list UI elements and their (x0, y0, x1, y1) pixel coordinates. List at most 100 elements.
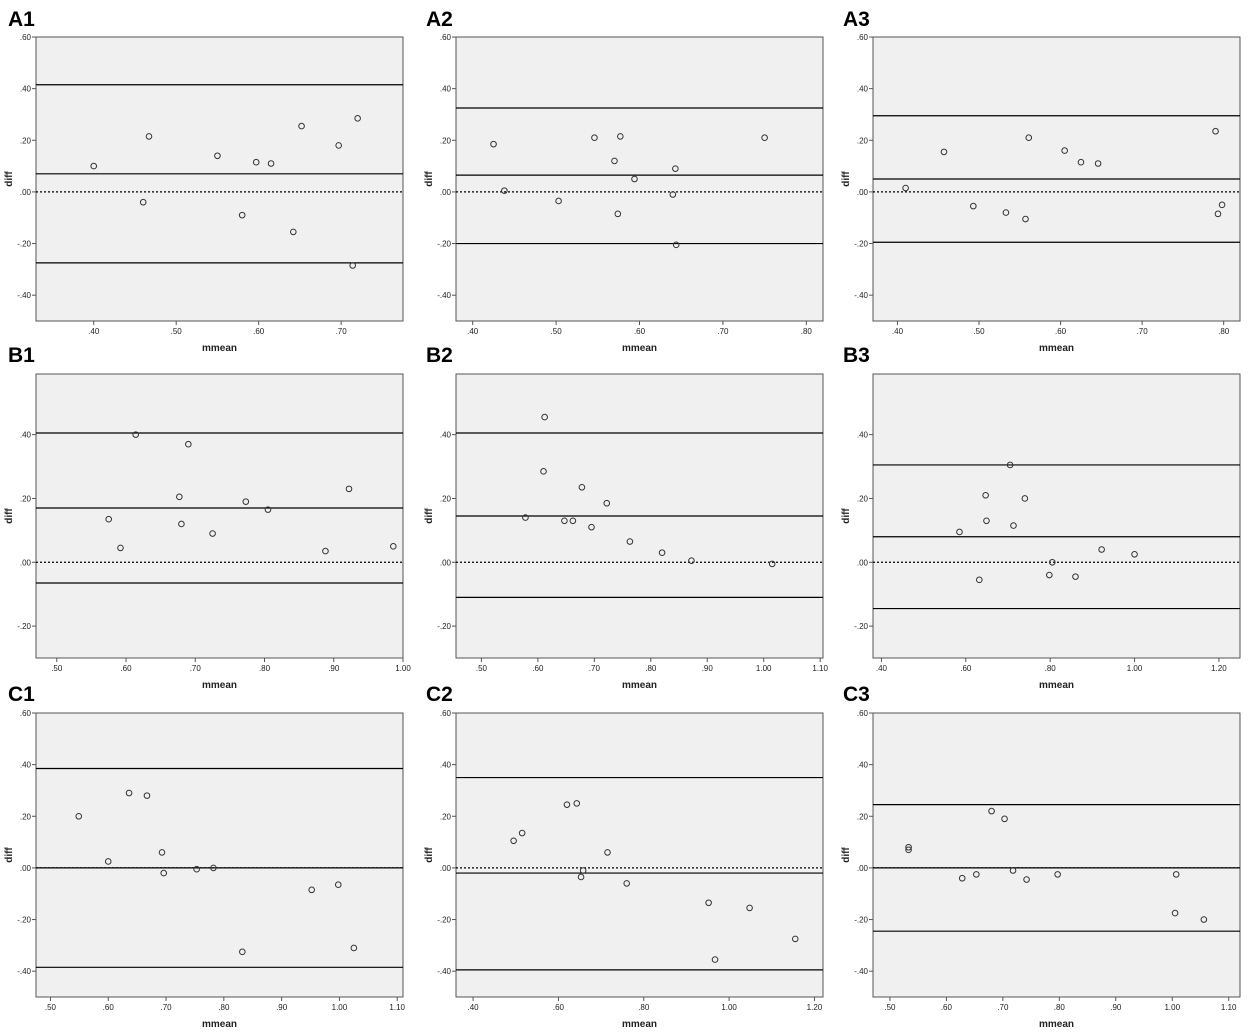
data-point (988, 807, 995, 815)
y-tick-label: -.40 (437, 967, 451, 976)
x-tick-label: 1.00 (395, 664, 411, 673)
data-point (390, 543, 397, 550)
y-tick-label: .40 (20, 85, 32, 94)
panel-label: A1 (8, 8, 35, 31)
x-tick-label: .50 (45, 1003, 57, 1012)
data-point (90, 162, 98, 170)
data-point (711, 956, 719, 963)
x-tick-label: .80 (645, 664, 657, 673)
data-point (573, 800, 581, 807)
x-tick-label: .40 (876, 664, 888, 673)
data-point (905, 843, 912, 851)
y-axis-title: diff (424, 171, 435, 187)
x-tick-label: .50 (476, 664, 488, 673)
x-tick-label: .50 (51, 664, 63, 673)
y-axis-title: diff (4, 847, 15, 863)
data-point (1072, 573, 1079, 580)
data-point (658, 549, 666, 556)
data-point (746, 904, 753, 912)
data-point (578, 483, 586, 491)
panel-c2: C2 -.40 -.20 .00 .20 .40 .60 .40 .60 .80 1.00 1.20 m… (424, 683, 824, 1030)
data-point (604, 849, 611, 856)
x-tick-label: .70 (717, 327, 729, 336)
data-point (1098, 546, 1105, 553)
data-point (334, 881, 342, 888)
data-point (669, 191, 677, 198)
y-axis-title: diff (424, 847, 435, 863)
data-point (561, 517, 568, 525)
data-point (290, 228, 297, 236)
y-tick-label: -.40 (854, 967, 868, 976)
data-point (143, 792, 151, 799)
x-tick-label: .80 (1054, 1003, 1066, 1012)
y-tick-label: -.20 (437, 622, 451, 631)
x-tick-label: .80 (259, 664, 271, 673)
data-point (688, 557, 695, 564)
y-tick-label: -.20 (437, 240, 451, 249)
x-axis-title: mmean (1039, 680, 1074, 691)
data-point (105, 515, 113, 523)
y-tick-label: .00 (20, 864, 32, 873)
x-tick-label: .70 (997, 1003, 1009, 1012)
y-tick-label: .40 (857, 431, 869, 440)
data-point (540, 468, 547, 475)
data-point (214, 152, 221, 160)
y-tick-label: .40 (857, 85, 869, 94)
data-point (672, 165, 679, 172)
y-tick-label: -.20 (854, 240, 868, 249)
y-tick-label: -.40 (17, 967, 31, 976)
panel-label: B2 (426, 344, 453, 367)
x-tick-label: .40 (892, 327, 904, 336)
data-point (768, 560, 776, 568)
data-point (970, 202, 977, 210)
x-tick-label: 1.00 (721, 1003, 737, 1012)
panel-b3: B3 -.20 .00 .20 .40 .40 .60 .80 1.00 1.20 mmean dif… (841, 344, 1241, 691)
data-point (158, 849, 166, 856)
plot-area (35, 36, 404, 322)
y-tick-label: .60 (440, 709, 452, 718)
data-point (510, 837, 517, 845)
data-point (238, 211, 246, 219)
panel-c1: C1 -.40 -.20 .00 .20 .40 .60 .50 .60 .70 .80 .90 1.0… (4, 683, 406, 1030)
panel-a2: A2 -.40 -.20 .00 .20 .40 .60 .40 .50 .60 .70 .80 mme… (424, 8, 824, 354)
data-point (1200, 916, 1208, 923)
plot-area (872, 712, 1241, 998)
x-axis-title: mmean (622, 343, 657, 354)
x-tick-label: .40 (468, 1003, 480, 1012)
data-point (1002, 209, 1010, 216)
y-tick-label: .00 (857, 188, 869, 197)
data-point (791, 935, 799, 943)
x-tick-label: .60 (553, 1003, 565, 1012)
x-tick-label: 1.00 (1127, 664, 1143, 673)
y-tick-label: .20 (857, 136, 869, 145)
data-point (193, 865, 200, 873)
data-point (905, 846, 912, 854)
x-tick-label: 1.20 (807, 1003, 823, 1012)
data-point (958, 874, 966, 882)
y-tick-label: .40 (440, 431, 452, 440)
x-tick-label: .60 (120, 664, 132, 673)
data-point (308, 886, 315, 894)
panel-a1: A1 -.40 -.20 .00 .20 .40 .60 .40 .50 .60 .70 mmean d… (4, 8, 404, 354)
plot-area (35, 373, 404, 659)
x-tick-label: .60 (103, 1003, 115, 1012)
data-point (104, 858, 112, 865)
y-axis-title: diff (841, 171, 852, 187)
y-tick-label: .20 (20, 494, 32, 503)
data-point (518, 829, 526, 837)
x-tick-label: .40 (88, 327, 100, 336)
data-point (1131, 550, 1138, 558)
x-axis-title: mmean (622, 680, 657, 691)
x-axis-title: mmean (622, 1019, 657, 1030)
x-tick-label: 1.00 (756, 664, 772, 673)
x-tick-label: .70 (190, 664, 202, 673)
data-point (1022, 215, 1029, 223)
data-point (761, 134, 768, 141)
data-point (577, 873, 585, 881)
panel-label: A3 (843, 8, 870, 31)
data-point (252, 158, 260, 166)
panel-label: C2 (426, 683, 453, 706)
data-point (705, 899, 712, 907)
y-tick-label: .40 (20, 761, 32, 770)
